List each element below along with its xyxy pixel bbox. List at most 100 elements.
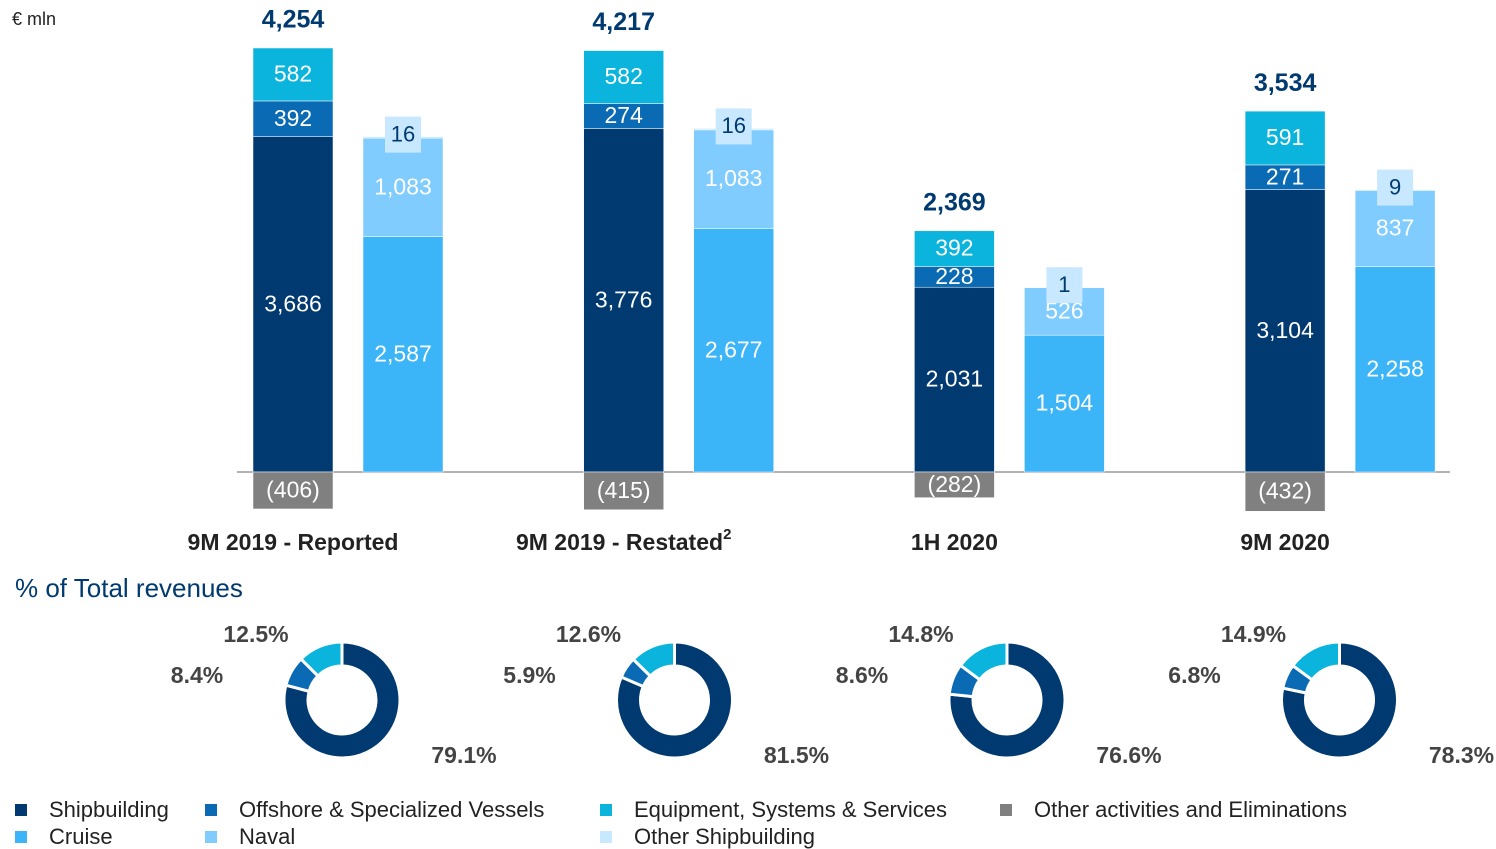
data-label: (415): [597, 477, 651, 503]
donut-segment: [631, 640, 676, 679]
data-label: 591: [1266, 124, 1304, 150]
bar-segment: [252, 100, 334, 137]
donut-segment: [298, 640, 344, 679]
donut-label: 81.5%: [764, 742, 829, 768]
total-label: 4,254: [262, 6, 325, 34]
category-name: 9M 2019 - Restated: [516, 529, 723, 555]
data-label: 274: [605, 102, 644, 128]
label-box: [715, 108, 752, 145]
donut-label: 12.6%: [556, 621, 621, 647]
x-tick-label: 9M 2020: [1240, 529, 1330, 555]
legend-swatch: [600, 831, 612, 843]
legend-label: Other activities and Eliminations: [1034, 797, 1347, 822]
donut-label: 76.6%: [1096, 742, 1161, 768]
data-label: 16: [391, 121, 415, 146]
bar-segment: [1024, 334, 1105, 473]
total-label: 2,369: [923, 188, 986, 216]
legend-label: Equipment, Systems & Services: [634, 797, 947, 822]
bar-segment: [914, 230, 995, 267]
data-label: 1: [1058, 272, 1070, 297]
legend-label: Shipbuilding: [49, 797, 169, 822]
legend-label: Cruise: [49, 824, 113, 849]
label-box: [1377, 169, 1414, 206]
donut-label: 8.6%: [836, 662, 888, 688]
bar-segment: [583, 103, 664, 129]
data-label: (282): [928, 471, 982, 497]
donut-label: 14.8%: [888, 621, 953, 647]
donut-segment: [958, 640, 1009, 682]
legend-swatch: [205, 804, 217, 816]
data-label: 1,083: [374, 173, 432, 199]
donut-segment: [615, 640, 734, 760]
data-label: 582: [274, 61, 312, 87]
bar-segment: [914, 286, 995, 473]
bar-segment: [362, 137, 444, 237]
x-tick-label: 1H 2020: [911, 529, 998, 555]
legend-swatch: [15, 804, 27, 816]
donut-title: % of Total revenues: [15, 573, 243, 603]
legend-label: Naval: [239, 824, 295, 849]
donut-label: 78.3%: [1429, 742, 1494, 768]
data-label: 3,776: [595, 286, 653, 312]
x-tick-label: 9M 2019 - Restated2: [516, 526, 731, 555]
bar-segment: [1354, 266, 1436, 473]
label-box: [385, 116, 421, 153]
data-label: 392: [274, 105, 312, 131]
bar-segment: [914, 471, 995, 498]
bar-segment: [252, 47, 334, 102]
bar-segment: [1244, 189, 1326, 473]
bar-segment: [693, 129, 774, 229]
legend-swatch: [1000, 804, 1012, 816]
data-label: 2,677: [705, 336, 763, 362]
data-label: 2,031: [926, 366, 984, 392]
legend-label: Other Shipbuilding: [634, 824, 815, 849]
data-label: 1,083: [705, 165, 763, 191]
bar-segment: [1244, 471, 1326, 512]
data-label: 2,587: [374, 340, 432, 366]
total-label: 3,534: [1254, 69, 1317, 97]
data-label: 228: [935, 263, 973, 289]
donut-segment: [947, 640, 1067, 760]
bar-segment: [252, 471, 334, 510]
data-label: 9: [1389, 174, 1401, 199]
donut-label: 6.8%: [1168, 662, 1220, 688]
bar-segment: [1244, 164, 1326, 190]
donut-label: 8.4%: [171, 662, 223, 688]
donut-label: 5.9%: [503, 662, 555, 688]
data-label: 2,258: [1366, 355, 1424, 381]
donut-label: 79.1%: [431, 742, 496, 768]
data-label: 271: [1266, 163, 1304, 189]
category-name: 9M 2019 - Reported: [188, 529, 399, 555]
bar-segment: [583, 50, 664, 104]
legend-swatch: [600, 804, 612, 816]
bar-segment: [583, 471, 664, 511]
label-box: [1046, 267, 1083, 304]
total-label: 4,217: [592, 8, 655, 36]
category-name: 9M 2020: [1240, 529, 1330, 555]
data-label: (432): [1258, 478, 1312, 504]
x-tick-label: 9M 2019 - Reported: [188, 529, 399, 555]
legend-swatch: [205, 831, 217, 843]
legend-label: Offshore & Specialized Vessels: [239, 797, 544, 822]
data-label: 16: [721, 113, 745, 138]
donut-segment: [1290, 640, 1341, 682]
category-name: 1H 2020: [911, 529, 998, 555]
bar-segment: [693, 228, 774, 473]
category-superscript: 2: [723, 526, 731, 543]
data-label: 582: [605, 63, 643, 89]
bar-segment: [583, 128, 664, 473]
data-label: 392: [935, 235, 973, 261]
data-label: 1,504: [1036, 390, 1094, 416]
legend-swatch: [15, 831, 27, 843]
data-label: 3,104: [1256, 317, 1314, 343]
data-label: (406): [266, 477, 320, 503]
bar-segment: [1244, 110, 1326, 166]
bar-segment: [362, 236, 444, 473]
unit-label: € mln: [12, 9, 56, 29]
donut-label: 14.9%: [1221, 621, 1286, 647]
data-label: 3,686: [264, 290, 322, 316]
donut-segment: [282, 640, 402, 760]
donut-label: 12.5%: [223, 621, 288, 647]
donut-segment: [1280, 640, 1399, 760]
